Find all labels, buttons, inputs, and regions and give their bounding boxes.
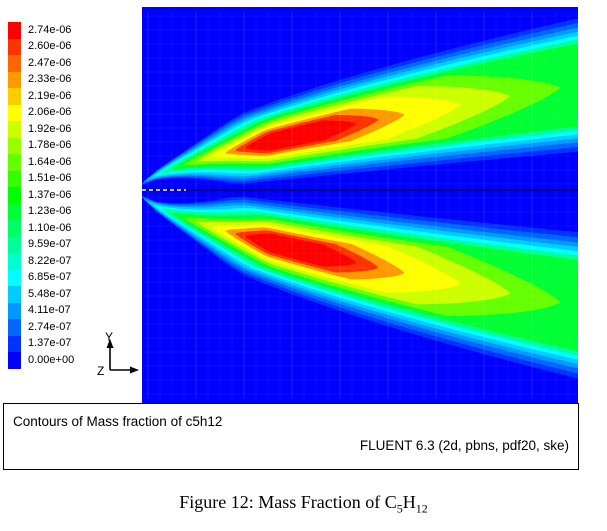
legend-entry: 1.78e-06: [8, 137, 74, 154]
z-axis-arrowhead: [130, 366, 139, 374]
legend-value: 8.22e-07: [28, 254, 72, 267]
caption-subscript-12: 12: [415, 501, 428, 516]
plot-title: Contours of Mass fraction of c5h12: [13, 414, 223, 429]
legend-entry: 1.10e-06: [8, 220, 74, 237]
caption-box: Contours of Mass fraction of c5h12 FLUEN…: [3, 403, 579, 470]
legend-entry: 5.48e-07: [8, 286, 74, 303]
legend-entry: 1.37e-07: [8, 335, 74, 352]
contour-band: [246, 120, 356, 151]
legend-value: 2.33e-06: [28, 73, 72, 86]
legend-value: 9.59e-07: [28, 238, 72, 251]
legend-entry: 2.33e-06: [8, 71, 74, 88]
legend-swatch: [8, 104, 21, 121]
legend-swatch: [8, 137, 21, 154]
legend-entry: 1.37e-06: [8, 187, 74, 204]
legend-entry: 1.92e-06: [8, 121, 74, 138]
legend-entry: 1.64e-06: [8, 154, 74, 171]
legend-value: 6.85e-07: [28, 271, 72, 284]
legend-value: 1.37e-06: [28, 188, 72, 201]
legend-swatch: [8, 187, 21, 204]
legend-entry: 8.22e-07: [8, 253, 74, 270]
legend-value: 1.10e-06: [28, 221, 72, 234]
colormap-legend: 2.74e-06 2.60e-06 2.47e-06 2.33e-06 2.19e-06…: [8, 22, 74, 369]
legend-entry: 0.00e+00: [8, 352, 74, 369]
legend-swatch: [8, 154, 21, 171]
legend-entry: 6.85e-07: [8, 269, 74, 286]
caption-text: Figure 12: Mass Fraction of C: [179, 492, 397, 512]
legend-swatch: [8, 352, 21, 369]
legend-entry: 2.47e-06: [8, 55, 74, 72]
legend-swatch: [8, 302, 21, 319]
legend-value: 2.47e-06: [28, 56, 72, 69]
legend-entry: 9.59e-07: [8, 236, 74, 253]
solver-info: FLUENT 6.3 (2d, pbns, pdf20, ske): [359, 438, 569, 453]
legend-entry: 2.06e-06: [8, 104, 74, 121]
y-axis-label: Y: [105, 330, 113, 344]
legend-swatch: [8, 121, 21, 138]
legend-value: 2.74e-06: [28, 23, 72, 36]
legend-entry: 2.60e-06: [8, 38, 74, 55]
legend-value: 0.00e+00: [28, 353, 75, 366]
legend-value: 2.74e-07: [28, 320, 72, 333]
legend-swatch: [8, 269, 21, 286]
legend-swatch: [8, 236, 21, 253]
legend-swatch: [8, 170, 21, 187]
legend-value: 1.23e-06: [28, 205, 72, 218]
legend-value: 1.37e-07: [28, 337, 72, 350]
legend-value: 1.78e-06: [28, 139, 72, 152]
legend-value: 1.92e-06: [28, 122, 72, 135]
legend-swatch: [8, 203, 21, 220]
legend-entry: 2.19e-06: [8, 88, 74, 105]
legend-swatch: [8, 71, 21, 88]
caption-subscript-5: 5: [396, 501, 403, 516]
legend-entry: 1.51e-06: [8, 170, 74, 187]
contour-band: [246, 233, 356, 267]
legend-swatch: [8, 253, 21, 270]
legend-swatch: [8, 38, 21, 55]
legend-swatch: [8, 319, 21, 336]
legend-entry: 2.74e-06: [8, 22, 74, 39]
caption-element-h: H: [402, 492, 416, 512]
legend-entry: 2.74e-07: [8, 319, 74, 336]
legend-swatch: [8, 286, 21, 303]
legend-swatch: [8, 335, 21, 352]
legend-entry: 1.23e-06: [8, 203, 74, 220]
contour-plot: [142, 7, 578, 403]
z-axis-label: Z: [97, 364, 104, 378]
legend-swatch: [8, 55, 21, 72]
legend-swatch: [8, 88, 21, 105]
legend-value: 5.48e-07: [28, 287, 72, 300]
legend-swatch: [8, 220, 21, 237]
axis-triad: Y Z: [97, 330, 139, 378]
legend-swatch: [8, 22, 21, 39]
legend-value: 4.11e-07: [28, 304, 71, 317]
legend-value: 1.51e-06: [28, 172, 72, 185]
y-axis-arrowhead: [106, 339, 114, 348]
figure-caption: Figure 12: Mass Fraction of C5H12: [0, 492, 607, 517]
legend-value: 2.60e-06: [28, 40, 72, 53]
legend-value: 2.06e-06: [28, 106, 72, 119]
legend-value: 1.64e-06: [28, 155, 72, 168]
legend-entry: 4.11e-07: [8, 302, 74, 319]
legend-value: 2.19e-06: [28, 89, 72, 102]
fluent-figure: 2.74e-06 2.60e-06 2.47e-06 2.33e-06 2.19e-06…: [3, 3, 579, 470]
